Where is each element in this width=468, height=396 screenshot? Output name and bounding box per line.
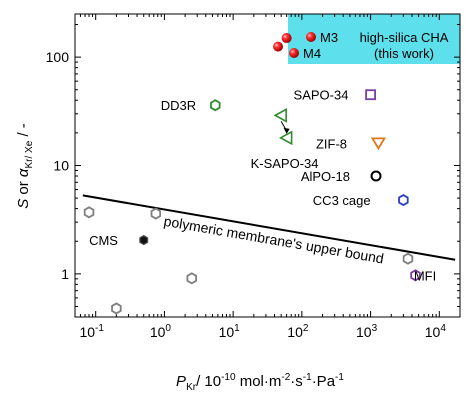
legend-subtitle: (this work) <box>374 46 434 61</box>
annotation-mfi: MFI <box>414 268 436 283</box>
point-k-sapo-34-b <box>278 130 293 146</box>
point-m4 <box>273 41 284 52</box>
annotation-cc3-cage: CC3 cage <box>313 193 371 208</box>
annotation-alpo-18: AlPO-18 <box>301 169 350 184</box>
point-alpo-18 <box>370 170 382 182</box>
point-zif-8 <box>370 137 387 151</box>
y-tick-label: 1 <box>61 266 69 282</box>
point-unlabeled <box>186 272 197 285</box>
point-dd3r <box>210 99 221 112</box>
point-sapo-34 <box>365 89 376 101</box>
legend-box <box>288 14 460 64</box>
x-tick-label: 100 <box>150 323 172 340</box>
y-label-tail: / - <box>15 123 32 141</box>
annotation-dd3r: DD3R <box>161 98 196 113</box>
x-label-sub: Kr <box>186 382 197 393</box>
x-label-rest: / 10 <box>196 373 221 390</box>
point-cms <box>139 234 149 246</box>
point-unlabeled <box>150 207 162 220</box>
y-label-or: or <box>15 177 32 199</box>
x-tick-label: 10-1 <box>79 323 104 340</box>
annotations: DD3R SAPO-34 K-SAPO-34 ZIF-8 AlPO-18 CC3 cage… <box>89 88 436 284</box>
point-unlabeled <box>402 252 414 265</box>
upper-bound-group: polymeric membrane's upper bound <box>82 194 456 267</box>
k-sapo-34-arrowhead <box>283 127 290 134</box>
legend-title: high-silica CHA <box>360 30 449 45</box>
x-label-unit: mol·m <box>236 373 282 390</box>
x-label-mid: ·s <box>290 373 303 390</box>
legend-marker-m3 <box>306 32 316 42</box>
legend-label-m4: M4 <box>303 46 321 61</box>
x-label-exp4: -1 <box>335 372 344 383</box>
point-mfi <box>410 269 421 282</box>
upper-bound-label: polymeric membrane's upper bound <box>163 213 385 267</box>
data-points <box>83 33 421 315</box>
y-label-s: S <box>15 199 32 209</box>
annotation-k-sapo-34: K-SAPO-34 <box>251 156 319 171</box>
x-label-exp2: -2 <box>281 372 290 383</box>
x-tick-label: 102 <box>287 323 309 340</box>
point-unlabeled <box>83 206 95 219</box>
upper-bound-line <box>82 194 456 261</box>
x-tick-label: 104 <box>425 323 447 340</box>
x-label-exp1: -10 <box>221 372 236 383</box>
point-cc3-cage <box>398 194 409 207</box>
y-tick-label: 10 <box>53 158 69 174</box>
point-unlabeled <box>111 302 122 315</box>
annotation-cms: CMS <box>89 233 118 248</box>
x-label-p: P <box>176 373 186 390</box>
legend-label-m3: M3 <box>320 30 338 45</box>
y-tick-label: 100 <box>46 49 70 65</box>
point-m3 <box>281 33 292 44</box>
annotation-zif-8: ZIF-8 <box>316 136 347 151</box>
x-tick-label: 103 <box>356 323 378 340</box>
x-tick-label: 101 <box>219 323 241 340</box>
y-label-alpha: α <box>15 168 32 177</box>
x-label-exp3: -1 <box>303 372 312 383</box>
x-label-pa: ·Pa <box>312 373 336 390</box>
point-k-sapo-34-a <box>273 108 287 123</box>
legend: M3 M4 high-silica CHA (this work) <box>289 30 449 61</box>
y-axis-label: S or αKr/ Xe / - <box>15 123 35 209</box>
y-label-sub: Kr/ Xe <box>24 140 35 168</box>
x-axis-label: PKr/ 10-10 mol·m-2·s-1·Pa-1 <box>176 372 344 393</box>
annotation-sapo-34: SAPO-34 <box>294 88 349 103</box>
legend-marker-m4 <box>289 48 299 58</box>
